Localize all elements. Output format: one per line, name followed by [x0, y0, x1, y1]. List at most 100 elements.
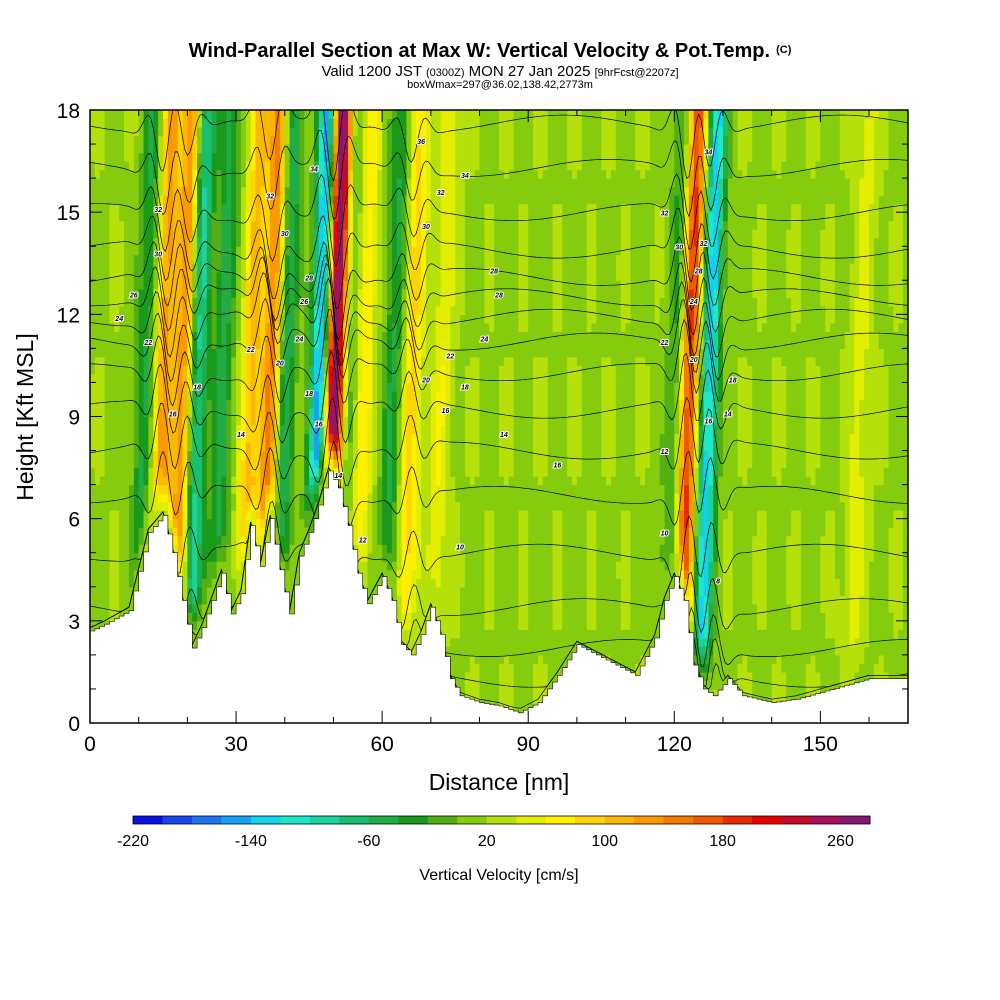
velocity-cell	[387, 339, 393, 349]
velocity-cell	[177, 271, 184, 281]
velocity-cell	[109, 169, 115, 179]
velocity-cell	[167, 459, 174, 469]
velocity-cell	[367, 169, 374, 179]
velocity-cell	[143, 118, 150, 128]
velocity-cell	[211, 144, 218, 154]
velocity-cell	[382, 254, 388, 264]
velocity-cell	[377, 246, 383, 256]
velocity-cell	[206, 365, 213, 375]
velocity-cell	[128, 331, 135, 341]
velocity-cell	[245, 288, 252, 298]
velocity-cell	[231, 288, 237, 298]
velocity-cell	[382, 493, 388, 503]
velocity-cell	[143, 535, 150, 545]
velocity-cell	[192, 348, 198, 358]
velocity-cell	[206, 246, 213, 256]
velocity-cell	[177, 484, 184, 494]
velocity-cell	[372, 127, 378, 137]
velocity-cell	[201, 569, 208, 579]
velocity-cell	[216, 288, 223, 298]
velocity-cell	[416, 144, 422, 154]
velocity-cell	[357, 476, 364, 486]
velocity-cell	[124, 331, 130, 341]
velocity-cell	[133, 288, 140, 298]
velocity-cell	[382, 544, 388, 554]
velocity-cell	[104, 339, 111, 349]
velocity-cell	[265, 501, 271, 511]
velocity-cell	[406, 569, 412, 579]
velocity-cell	[206, 348, 213, 358]
velocity-cell	[114, 535, 120, 545]
velocity-cell	[279, 246, 286, 256]
velocity-cell	[265, 518, 271, 528]
velocity-cell	[245, 399, 252, 409]
velocity-cell	[304, 297, 310, 307]
velocity-cell	[231, 442, 237, 452]
velocity-cell	[260, 390, 266, 401]
velocity-cell	[226, 229, 232, 239]
velocity-cell	[197, 535, 203, 545]
velocity-cell	[318, 195, 325, 205]
velocity-cell	[201, 212, 208, 222]
velocity-cell	[119, 152, 125, 162]
velocity-cell	[197, 322, 203, 332]
velocity-cell	[163, 288, 169, 298]
velocity-cell	[245, 450, 252, 460]
velocity-cell	[255, 348, 262, 358]
velocity-cell	[206, 144, 213, 154]
velocity-cell	[124, 314, 130, 324]
velocity-cell	[182, 161, 188, 171]
velocity-cell	[148, 229, 154, 239]
velocity-cell	[352, 144, 359, 154]
velocity-cell	[128, 254, 135, 264]
velocity-cell	[304, 348, 310, 358]
velocity-cell	[352, 467, 359, 477]
velocity-cell	[391, 271, 398, 281]
velocity-cell	[94, 390, 101, 401]
velocity-cell	[391, 118, 398, 128]
velocity-cell	[391, 399, 398, 409]
velocity-cell	[94, 603, 101, 613]
velocity-cell	[104, 399, 111, 409]
velocity-cell	[313, 467, 320, 477]
velocity-cell	[255, 152, 262, 162]
velocity-cell	[416, 476, 422, 486]
velocity-cell	[128, 212, 135, 222]
velocity-cell	[163, 322, 169, 332]
velocity-cell	[401, 271, 408, 281]
velocity-cell	[90, 237, 96, 247]
velocity-cell	[323, 288, 330, 298]
velocity-cell	[240, 390, 247, 401]
velocity-cell	[352, 110, 359, 120]
velocity-cell	[294, 254, 300, 264]
velocity-cell	[114, 612, 120, 622]
velocity-cell	[338, 314, 344, 324]
velocity-cell	[167, 527, 174, 537]
velocity-cell	[114, 161, 120, 171]
velocity-cell	[153, 246, 159, 256]
velocity-cell	[367, 569, 374, 579]
velocity-cell	[192, 493, 198, 503]
velocity-cell	[114, 586, 120, 596]
velocity-cell	[328, 331, 335, 341]
velocity-cell	[294, 314, 300, 324]
velocity-cell	[221, 152, 227, 162]
velocity-cell	[148, 407, 154, 418]
velocity-cell	[401, 527, 408, 537]
velocity-cell	[240, 459, 247, 469]
velocity-cell	[182, 433, 188, 443]
velocity-cell	[255, 442, 262, 452]
velocity-cell	[240, 569, 247, 579]
velocity-cell	[104, 237, 111, 247]
velocity-cell	[201, 373, 208, 384]
velocity-cell	[177, 229, 184, 239]
velocity-cell	[270, 322, 276, 332]
velocity-cell	[119, 135, 125, 145]
velocity-cell	[294, 178, 300, 188]
velocity-cell	[245, 544, 252, 554]
velocity-cell	[124, 373, 130, 384]
velocity-cell	[226, 501, 232, 511]
velocity-cell	[114, 152, 120, 162]
velocity-cell	[99, 484, 106, 494]
velocity-cell	[153, 161, 159, 171]
